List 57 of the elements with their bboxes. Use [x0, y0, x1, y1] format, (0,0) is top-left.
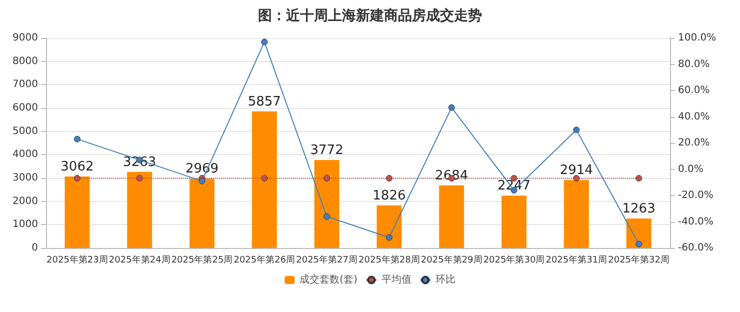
bar	[502, 196, 526, 248]
point	[324, 213, 330, 220]
bar	[564, 180, 589, 248]
data-label: 5857	[248, 94, 281, 110]
point	[74, 136, 80, 142]
bar	[314, 160, 340, 248]
bar	[127, 172, 152, 248]
legend-label: 成交套数(套)	[300, 274, 358, 286]
x-tick-label: 2025年第24周	[108, 254, 170, 266]
x-tick-label: 2025年第28周	[358, 254, 420, 266]
data-label: 3772	[310, 142, 344, 158]
y2-tick-label: 80.0%	[678, 58, 710, 70]
point	[573, 126, 580, 134]
data-label: 1826	[372, 188, 406, 204]
point	[198, 178, 206, 184]
bar	[190, 178, 214, 248]
y2-tick-label: 0.0%	[678, 164, 704, 175]
x-tick-label: 2025年第23周	[46, 254, 108, 266]
x-tick-label: 2025年第25周	[171, 254, 233, 266]
bar	[626, 218, 652, 248]
x-tick-label: 2025年第27周	[296, 254, 358, 266]
data-label: 2914	[560, 163, 593, 178]
point	[636, 240, 642, 248]
legend-label: 平均值	[381, 274, 412, 286]
bar	[64, 176, 90, 248]
point	[386, 234, 392, 241]
y-tick-label: 7000	[12, 79, 38, 90]
y-tick-label: 4000	[12, 149, 38, 160]
y2-tick-label: 60.0%	[678, 85, 710, 96]
x-tick-label: 2025年第31周	[546, 254, 608, 266]
bar	[439, 185, 464, 248]
x-tick-label: 2025年第26周	[234, 254, 296, 266]
y-tick-label: 1000	[12, 219, 38, 230]
point	[261, 38, 268, 46]
point	[448, 104, 455, 111]
y2-tick-label: -60.0%	[678, 242, 714, 254]
x-tick-label: 2025年第29周	[420, 254, 482, 266]
y2-tick-label: 20.0%	[678, 138, 710, 148]
x-tick-label: 2025年第30周	[483, 254, 545, 266]
y-tick-label: 6000	[12, 102, 38, 114]
y-tick-label: 5000	[12, 126, 38, 137]
y2-tick-label: -40.0%	[678, 216, 714, 228]
data-label: 3062	[60, 160, 94, 175]
y2-tick-label: 100.0%	[678, 32, 716, 44]
bar	[252, 111, 277, 248]
y-tick-label: 0	[32, 242, 38, 254]
y2-tick-label: 40.0%	[678, 111, 710, 122]
y2-tick-label: -20.0%	[678, 190, 714, 201]
y-tick-label: 3000	[12, 172, 38, 184]
y-tick-label: 9000	[12, 32, 38, 44]
legend-label: 环比	[435, 274, 456, 286]
y-tick-label: 2000	[12, 196, 38, 207]
bar	[376, 205, 402, 248]
y-tick-label: 8000	[12, 56, 38, 67]
chart-title: 图：近十周上海新建商品房成交走势	[258, 7, 482, 24]
x-tick-label: 2025年第32周	[608, 254, 670, 266]
data-label: 1263	[622, 202, 656, 217]
